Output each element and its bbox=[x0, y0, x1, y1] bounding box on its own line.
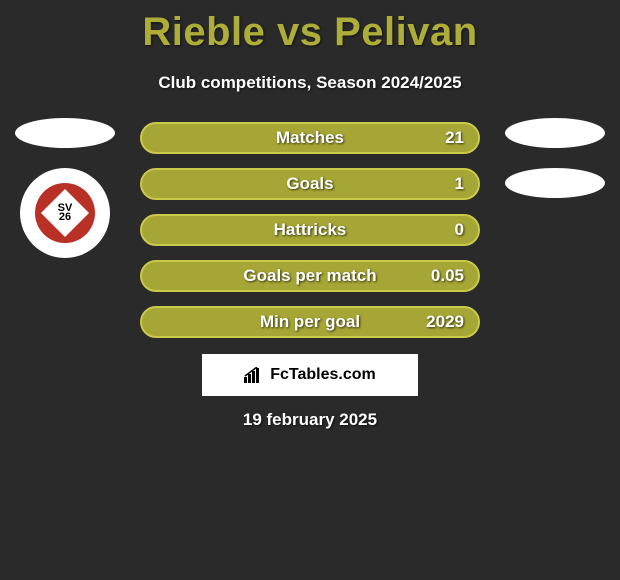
date-text: 19 february 2025 bbox=[0, 410, 620, 430]
player1-photo-placeholder bbox=[15, 118, 115, 148]
page-title: Rieble vs Pelivan bbox=[0, 0, 620, 55]
stat-row-goals-per-match: Goals per match 0.05 bbox=[140, 260, 480, 292]
player2-photo-placeholder bbox=[505, 118, 605, 148]
brand-text: FcTables.com bbox=[270, 366, 376, 384]
stat-row-min-per-goal: Min per goal 2029 bbox=[140, 306, 480, 338]
stat-label: Hattricks bbox=[274, 220, 347, 240]
stat-row-goals: Goals 1 bbox=[140, 168, 480, 200]
stat-row-matches: Matches 21 bbox=[140, 122, 480, 154]
brand-watermark: FcTables.com bbox=[202, 354, 418, 396]
stats-container: Matches 21 Goals 1 Hattricks 0 Goals per… bbox=[140, 122, 480, 352]
stat-value: 0 bbox=[455, 220, 464, 240]
team-logo-inner: SV 26 bbox=[35, 183, 95, 243]
team-logo-line2: 26 bbox=[59, 211, 71, 223]
stat-label: Matches bbox=[276, 128, 344, 148]
team-logo: SV 26 bbox=[20, 168, 110, 258]
bars-icon bbox=[244, 367, 264, 383]
stat-value: 1 bbox=[455, 174, 464, 194]
right-column bbox=[500, 118, 610, 218]
stat-label: Goals bbox=[286, 174, 333, 194]
player2-team-placeholder bbox=[505, 168, 605, 198]
stat-label: Min per goal bbox=[260, 312, 360, 332]
stat-value: 2029 bbox=[426, 312, 464, 332]
stat-value: 0.05 bbox=[431, 266, 464, 286]
page-subtitle: Club competitions, Season 2024/2025 bbox=[0, 73, 620, 93]
left-column: SV 26 bbox=[10, 118, 120, 258]
stat-value: 21 bbox=[445, 128, 464, 148]
stat-row-hattricks: Hattricks 0 bbox=[140, 214, 480, 246]
team-logo-text: SV 26 bbox=[58, 204, 73, 222]
stat-label: Goals per match bbox=[243, 266, 376, 286]
